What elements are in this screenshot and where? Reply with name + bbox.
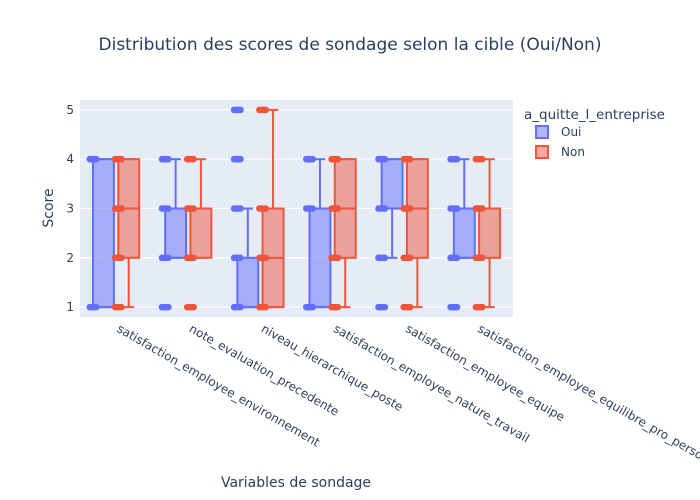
data-point [262,254,270,262]
box-body [164,207,188,259]
data-point [190,303,197,311]
box-non [111,155,141,311]
box-oui [375,155,404,311]
box-non [472,155,502,311]
y-tick-label: 5 [66,103,74,117]
legend-label: Non [561,145,585,159]
box-series [86,106,502,311]
x-axis-title: Variables de sondage [221,475,371,491]
y-axis-title: Score [41,188,57,227]
y-axis-ticks: 1 2 3 4 5 [66,103,74,314]
box-non [400,155,429,311]
data-point [453,254,461,262]
data-point [190,254,197,262]
box-body [91,158,115,309]
data-point [165,155,172,163]
box-body [452,207,476,259]
data-point [478,303,486,311]
data-point [118,155,125,163]
data-point [334,205,342,212]
data-point [165,303,172,311]
box-oui [230,106,260,311]
legend-swatch [535,125,549,139]
legend-swatch [535,145,549,159]
box-body [236,256,260,309]
data-point [309,155,316,163]
data-point [478,205,486,212]
box-oui [158,155,188,311]
box-body [308,207,332,309]
data-point [237,106,244,114]
data-point [453,155,461,163]
data-point [237,205,244,212]
legend: a_quitte_l_entreprise Oui Non [524,107,665,159]
data-point [381,303,389,311]
data-point [165,254,172,262]
data-point [118,254,125,262]
x-tick-label: niveau_hierarchique_poste [259,321,406,414]
data-point [190,205,197,212]
box-non [183,155,213,311]
y-tick-label: 4 [66,152,74,166]
data-point [262,106,270,114]
y-tick-label: 1 [66,300,74,314]
data-point [406,254,414,262]
data-point [334,155,342,163]
data-point [309,205,316,212]
box-oui [86,155,115,311]
box-non [256,106,285,311]
y-tick-label: 3 [66,202,74,216]
y-tick-label: 2 [66,251,74,265]
box-body [189,207,213,259]
data-point [381,155,389,163]
data-point [406,303,414,311]
box-oui [447,155,476,311]
data-point [334,303,342,311]
data-point [262,205,270,212]
data-point [381,254,389,262]
legend-label: Oui [561,125,581,139]
data-point [190,155,197,163]
data-point [381,205,389,212]
data-point [334,254,342,262]
data-point [309,303,316,311]
data-point [406,205,414,212]
data-point [118,303,125,311]
legend-title: a_quitte_l_entreprise [524,107,665,123]
data-point [478,155,486,163]
data-point [478,254,486,262]
data-point [165,205,172,212]
data-point [92,155,100,163]
data-point [406,155,414,163]
data-point [237,254,244,262]
box-oui [302,155,332,311]
x-axis-ticks: satisfaction_employee_environnementnote_… [115,321,700,462]
data-point [262,303,270,311]
data-point [92,303,100,311]
data-point [237,155,244,163]
data-point [118,205,125,212]
data-point [453,303,461,311]
box-non [328,155,357,311]
grid-lines [80,109,513,308]
data-point [237,303,244,311]
box-body [380,158,404,210]
chart-title: Distribution des scores de sondage selon… [99,35,602,55]
box-body [478,207,502,259]
data-point [453,205,461,212]
